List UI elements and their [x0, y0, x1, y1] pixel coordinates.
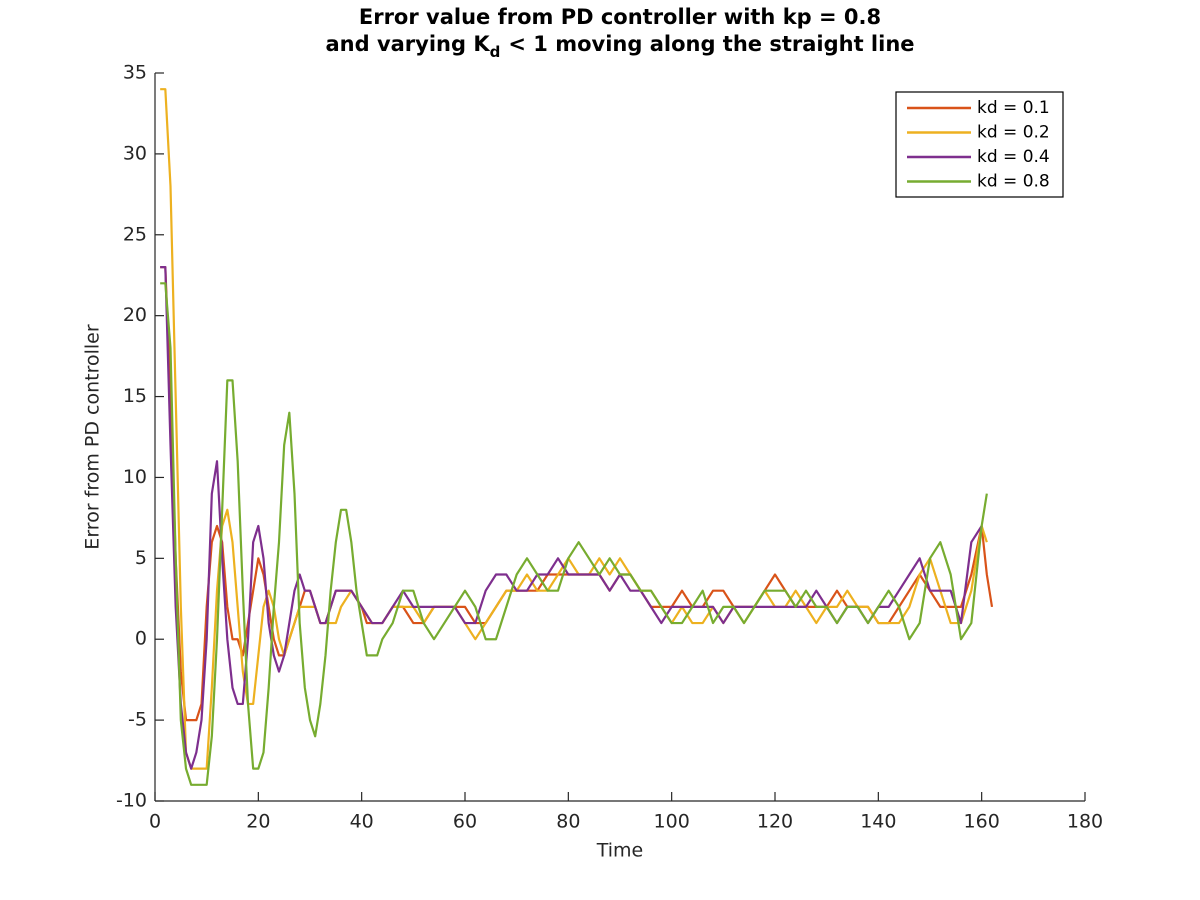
title-part: < 1 moving along the straight line [508, 32, 914, 56]
legend-label: kd = 0.1 [977, 98, 1050, 118]
x-tick-label: 40 [350, 811, 374, 833]
y-axis-label: Error from PD controller [82, 324, 104, 550]
y-tick-label: 15 [123, 385, 147, 407]
y-tick-label: 35 [123, 62, 147, 84]
y-tick-label: -5 [128, 709, 147, 731]
x-tick-label: 160 [964, 811, 1000, 833]
x-axis-label: Time [596, 840, 644, 862]
y-tick-label: 25 [123, 223, 147, 245]
legend-label: kd = 0.2 [977, 123, 1050, 143]
title-part: and varying K [325, 32, 490, 56]
x-tick-label: 20 [246, 811, 270, 833]
legend: kd = 0.1 kd = 0.2 kd = 0.4 kd = 0.8 [895, 91, 1064, 198]
chart-title: and varying Kd < 1 moving along the strai… [325, 32, 914, 61]
y-tick-label: 0 [135, 628, 147, 650]
x-tick-label: 180 [1067, 811, 1103, 833]
series-line [160, 282, 988, 786]
y-tick-label: -10 [116, 790, 147, 812]
series-line [160, 88, 988, 770]
x-tick-label: 80 [556, 811, 580, 833]
x-tick-label: 0 [149, 811, 161, 833]
y-tick-label: 30 [123, 142, 147, 164]
y-tick-label: 20 [123, 304, 147, 326]
x-tick-label: 120 [757, 811, 793, 833]
legend-box [895, 91, 1064, 198]
x-tick-label: 140 [860, 811, 896, 833]
title-subscript: d [490, 43, 501, 61]
series-line [160, 266, 983, 770]
y-tick-label: 5 [135, 547, 147, 569]
legend-label: kd = 0.8 [977, 172, 1050, 192]
x-tick-label: 100 [654, 811, 690, 833]
chart-title: Error value from PD controller with kp =… [359, 5, 881, 29]
legend-label: kd = 0.4 [977, 147, 1050, 167]
y-tick-label: 10 [123, 466, 147, 488]
x-tick-label: 60 [453, 811, 477, 833]
